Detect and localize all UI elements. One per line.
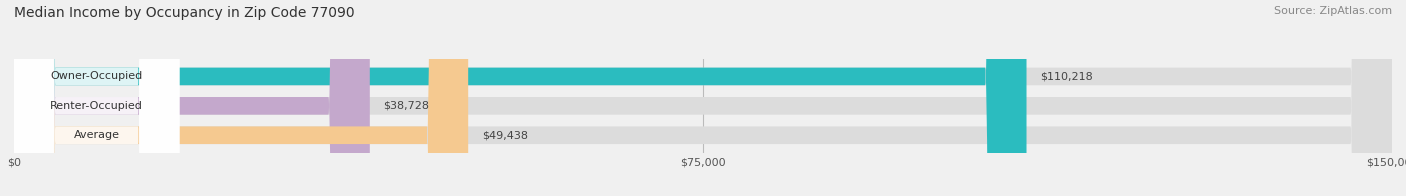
Text: $38,728: $38,728 (384, 101, 430, 111)
FancyBboxPatch shape (14, 0, 1392, 196)
FancyBboxPatch shape (14, 0, 180, 196)
Text: Median Income by Occupancy in Zip Code 77090: Median Income by Occupancy in Zip Code 7… (14, 6, 354, 20)
FancyBboxPatch shape (14, 0, 180, 196)
FancyBboxPatch shape (14, 0, 370, 196)
FancyBboxPatch shape (14, 0, 1392, 196)
Text: Renter-Occupied: Renter-Occupied (51, 101, 143, 111)
FancyBboxPatch shape (14, 0, 468, 196)
Text: $49,438: $49,438 (482, 130, 529, 140)
Text: Owner-Occupied: Owner-Occupied (51, 71, 143, 82)
FancyBboxPatch shape (14, 0, 180, 196)
Text: $110,218: $110,218 (1040, 71, 1092, 82)
FancyBboxPatch shape (14, 0, 1392, 196)
Text: Source: ZipAtlas.com: Source: ZipAtlas.com (1274, 6, 1392, 16)
FancyBboxPatch shape (14, 0, 1026, 196)
Text: Average: Average (73, 130, 120, 140)
